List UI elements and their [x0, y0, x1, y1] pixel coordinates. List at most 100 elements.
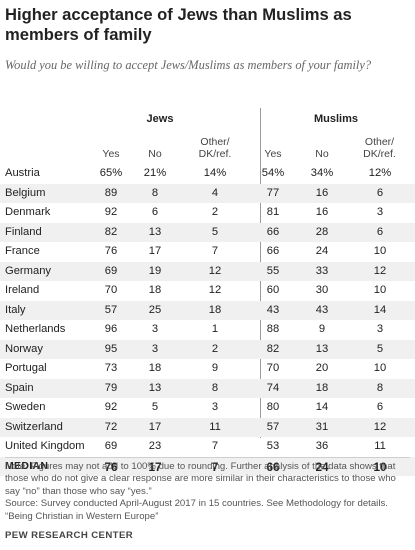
muslims-no-cell: 14 [315, 401, 329, 413]
source-text: Source: Survey conducted April-August 20… [5, 498, 388, 510]
muslims-yes-cell: 74 [266, 381, 280, 394]
muslims-other-cell: 12 [373, 264, 387, 277]
report-title: “Being Christian in Western Europe” [5, 510, 159, 522]
jews-yes-cell: 69 [104, 440, 118, 452]
muslims-other-cell: 12 [373, 420, 387, 433]
median-row: MEDIAN 76 17 7 66 24 10 [0, 456, 415, 476]
country-label: United Kingdom [5, 440, 85, 452]
jews-other-cell: 2 [211, 206, 219, 218]
chart-title: Higher acceptance of Jews than Muslims a… [5, 5, 352, 44]
table-row: Sweden 92 5 3 80 14 6 [0, 398, 415, 417]
table-row: Denmark 92 6 2 81 16 3 [0, 203, 415, 222]
muslims-no-cell: 20 [315, 362, 329, 374]
jews-yes-cell: 57 [104, 303, 118, 316]
country-label: Sweden [5, 401, 46, 413]
jews-yes-cell: 79 [104, 381, 118, 394]
country-label: Netherlands [5, 323, 66, 335]
muslims-yes-cell: 55 [266, 264, 280, 277]
jews-yes-cell: 89 [104, 186, 118, 199]
jews-no-cell: 21% [143, 167, 167, 179]
jews-yes-cell: 65% [99, 167, 123, 179]
muslims-no-cell: 24 [315, 459, 329, 474]
country-label: Denmark [5, 206, 51, 218]
jews-other-cell: 3 [211, 401, 219, 413]
jews-yes-cell: 82 [104, 225, 118, 238]
table-row: Italy 57 25 18 43 43 14 [0, 300, 415, 320]
jews-other-cell: 7 [211, 459, 219, 474]
country-label: Germany [5, 264, 52, 277]
chart-subtitle: Would you be willing to accept Jews/Musl… [5, 58, 372, 72]
muslims-other-cell: 6 [376, 186, 384, 199]
jews-other-cell: 12 [208, 284, 222, 296]
table-row: Portugal 73 18 9 70 20 10 [0, 359, 415, 378]
muslims-yes-cell: 77 [266, 186, 280, 199]
muslims-yes-cell: 80 [266, 401, 280, 413]
muslims-no-cell: 34% [310, 167, 334, 179]
muslims-yes-cell: 57 [266, 420, 280, 433]
jews-other-cell: 8 [211, 381, 219, 394]
table-row: Austria 65% 21% 14% 54% 34% 12% [0, 164, 415, 183]
muslims-yes-cell: 82 [266, 342, 280, 355]
jews-yes-cell: 76 [104, 459, 118, 474]
muslims-other-cell: 3 [376, 206, 384, 218]
note-text: Note: Figures may not add to 100% due to… [5, 461, 396, 497]
jews-yes-cell: 95 [104, 342, 118, 355]
muslims-other-cell: 14 [373, 303, 387, 316]
table-row: Germany 69 19 12 55 33 12 [0, 261, 415, 281]
muslims-other-cell: 10 [373, 245, 387, 257]
notes-block: Note: Figures may not add to 100% due to… [5, 461, 413, 523]
jews-yes-cell: 76 [104, 245, 118, 257]
muslims-no-cell: 9 [318, 323, 326, 335]
jews-no-cell: 18 [148, 362, 162, 374]
muslims-no-cell: 30 [315, 284, 329, 296]
muslims-no-cell: 24 [315, 245, 329, 257]
group-header-muslims: Muslims [313, 113, 358, 125]
jews-no-cell: 17 [148, 459, 162, 474]
jews-yes-cell: 92 [104, 401, 118, 413]
muslims-other-cell: 6 [376, 225, 384, 238]
muslims-no-cell: 33 [315, 264, 329, 277]
muslims-yes-cell: 53 [266, 440, 280, 452]
col-header-jews-other-line2: DK/ref. [198, 148, 232, 160]
country-label: Switzerland [5, 420, 63, 433]
median-separator [5, 456, 410, 458]
muslims-other-cell: 5 [376, 342, 384, 355]
muslims-other-cell: 12% [368, 167, 392, 179]
col-header-muslims-no: No [315, 148, 329, 160]
jews-other-cell: 7 [211, 440, 219, 452]
col-header-jews-other: Other/ DK/ref. [190, 136, 240, 160]
muslims-other-cell: 3 [376, 323, 384, 335]
group-header-jews: Jews [146, 113, 174, 125]
col-header-muslims-other-line2: DK/ref. [363, 148, 396, 160]
jews-other-cell: 1 [211, 323, 219, 335]
country-label: Ireland [5, 284, 40, 296]
country-label: Finland [5, 225, 42, 238]
country-label: Spain [5, 381, 34, 394]
jews-other-cell: 2 [211, 342, 219, 355]
muslims-yes-cell: 60 [266, 284, 280, 296]
table-row: Norway 95 3 2 82 13 5 [0, 339, 415, 359]
jews-other-cell: 12 [208, 264, 222, 277]
jews-no-cell: 5 [151, 401, 159, 413]
median-label: MEDIAN [5, 459, 49, 472]
jews-no-cell: 8 [151, 186, 159, 199]
muslims-no-cell: 43 [315, 303, 329, 316]
jews-no-cell: 3 [151, 342, 159, 355]
muslims-other-cell: 10 [373, 362, 387, 374]
muslims-no-cell: 16 [315, 186, 329, 199]
country-label: Belgium [5, 186, 46, 199]
jews-no-cell: 25 [148, 303, 162, 316]
muslims-other-cell: 10 [373, 459, 387, 474]
muslims-yes-cell: 66 [266, 245, 280, 257]
muslims-other-cell: 6 [376, 401, 384, 413]
col-header-muslims-yes: Yes [264, 148, 282, 160]
jews-no-cell: 19 [148, 264, 162, 277]
country-label: France [5, 245, 40, 257]
muslims-no-cell: 28 [315, 225, 329, 238]
table-row: Finland 82 13 5 66 28 6 [0, 222, 415, 242]
jews-yes-cell: 72 [104, 420, 118, 433]
jews-no-cell: 6 [151, 206, 159, 218]
muslims-yes-cell: 66 [266, 225, 280, 238]
jews-yes-cell: 92 [104, 206, 118, 218]
muslims-no-cell: 31 [315, 420, 329, 433]
